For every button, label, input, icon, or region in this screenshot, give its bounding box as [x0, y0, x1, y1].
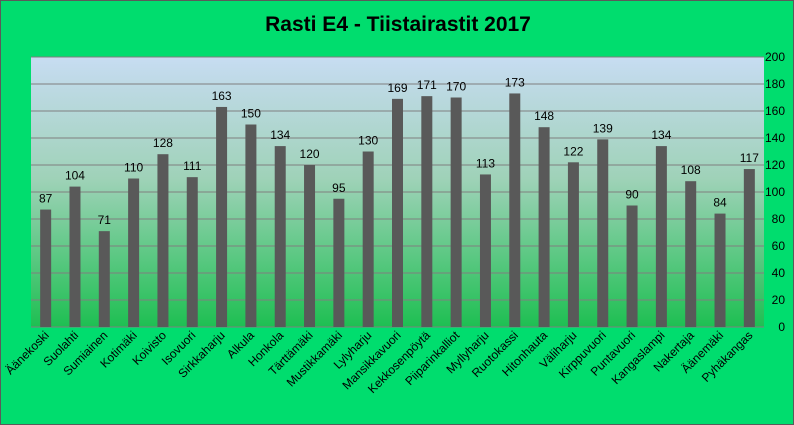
bar — [98, 231, 110, 327]
bar — [128, 178, 140, 327]
data-label: 130 — [358, 134, 378, 148]
data-label: 117 — [740, 151, 759, 165]
data-label: 95 — [332, 181, 346, 195]
bar — [743, 169, 755, 327]
data-label: 128 — [153, 136, 173, 150]
bar — [40, 209, 52, 327]
bar — [567, 162, 579, 327]
bar — [421, 96, 433, 328]
bar — [186, 177, 198, 327]
y-tick-label: 200 — [765, 50, 785, 64]
bar — [333, 198, 345, 327]
data-label: 122 — [563, 144, 583, 158]
bar — [538, 127, 550, 327]
bar — [362, 151, 374, 327]
data-label: 150 — [241, 107, 261, 121]
data-label: 71 — [98, 213, 112, 227]
bar — [450, 97, 462, 327]
y-tick-label: 160 — [765, 104, 785, 118]
bar — [626, 205, 638, 327]
y-tick-label: 100 — [765, 185, 785, 199]
bar — [509, 93, 521, 327]
y-tick-label: 140 — [765, 131, 785, 145]
y-tick-label: 60 — [772, 239, 786, 253]
bar — [714, 213, 726, 327]
y-tick-label: 120 — [765, 158, 785, 172]
data-labels: 87 104 71 110 128 111 163 150 134 120 95 130 169 171 1… — [39, 75, 759, 227]
bar — [392, 98, 403, 327]
y-tick-label: 180 — [765, 77, 785, 91]
data-label: 134 — [651, 128, 671, 142]
bar — [245, 124, 257, 327]
data-label: 139 — [593, 121, 613, 135]
data-label: 120 — [300, 147, 320, 161]
y-tick-label: 0 — [778, 320, 785, 334]
data-label: 111 — [183, 159, 202, 173]
y-tick-label: 20 — [772, 293, 786, 307]
data-label: 108 — [681, 163, 701, 177]
bar — [69, 186, 81, 327]
x-tick-label: Äänekoski — [3, 328, 52, 377]
bar — [655, 146, 667, 327]
bar — [479, 174, 491, 327]
y-tick-label: 40 — [772, 266, 786, 280]
data-label: 173 — [505, 75, 525, 89]
bar — [597, 139, 609, 327]
data-label: 171 — [417, 78, 437, 92]
bars — [40, 93, 755, 328]
data-label: 163 — [212, 89, 232, 103]
y-tick-label: 80 — [772, 212, 786, 226]
data-label: 113 — [476, 156, 495, 170]
data-label: 169 — [387, 81, 407, 95]
data-label: 134 — [270, 128, 290, 142]
chart-title: Rasti E4 - Tiistairastit 2017 — [265, 13, 531, 36]
data-label: 90 — [625, 188, 639, 202]
bar — [274, 146, 286, 327]
data-label: 110 — [124, 161, 143, 175]
data-label: 170 — [446, 80, 466, 94]
bar — [304, 165, 316, 327]
x-axis-labels: ÄänekoskiSuolahtiSumiainenKotimäkiKoivis… — [3, 328, 756, 396]
bar — [216, 106, 228, 327]
y-axis-ticks: 0 20 40 60 80 100 120 140 160 180 200 — [765, 50, 785, 334]
bar — [157, 154, 169, 327]
data-label: 104 — [65, 169, 85, 183]
bar — [685, 181, 697, 327]
data-label: 84 — [713, 196, 727, 210]
data-label: 87 — [39, 192, 53, 206]
data-label: 148 — [534, 109, 554, 123]
